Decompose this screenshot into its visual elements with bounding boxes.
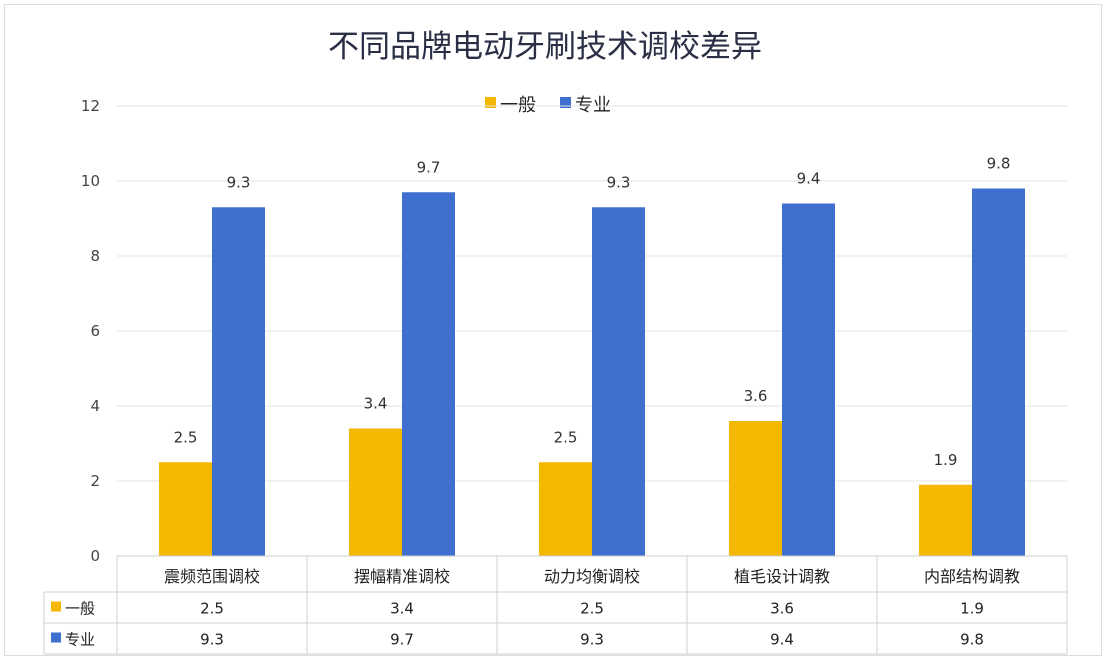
table-cell: 2.5 (580, 600, 604, 618)
chart-title: 不同品牌电动牙刷技术调校差异 (328, 29, 762, 65)
data-label: 2.5 (554, 428, 578, 446)
y-tick-label: 2 (90, 472, 100, 490)
bar-general (919, 484, 972, 556)
category-label: 动力均衡调校 (544, 567, 640, 586)
table-cell: 3.4 (390, 600, 414, 618)
bar-professional (782, 203, 835, 556)
table-series-name: 一般 (65, 600, 95, 618)
y-tick-label: 0 (90, 547, 100, 565)
bar-professional (212, 207, 265, 556)
bar-professional (972, 188, 1025, 556)
data-label: 9.4 (797, 170, 821, 188)
y-axis-ticks: 0 2 4 6 8 10 12 (81, 97, 100, 565)
data-label: 9.3 (607, 173, 631, 191)
bar-general (349, 428, 402, 556)
data-label: 9.7 (417, 158, 441, 176)
bars (159, 188, 1025, 556)
bar-professional (592, 207, 645, 556)
data-label: 9.3 (227, 173, 251, 191)
bar-general (159, 462, 212, 556)
category-label: 植毛设计调教 (734, 567, 830, 586)
table-cell: 3.6 (770, 600, 794, 618)
category-label: 内部结构调教 (924, 567, 1020, 586)
y-tick-label: 8 (90, 247, 100, 265)
category-label: 摆幅精准调校 (354, 567, 450, 586)
table-cell: 9.4 (770, 631, 794, 649)
y-tick-label: 12 (81, 97, 100, 115)
data-label: 3.6 (744, 387, 768, 405)
bar-professional (402, 192, 455, 556)
data-label: 9.8 (987, 155, 1011, 173)
table-cell: 9.3 (580, 631, 604, 649)
data-labels: 2.5 9.3 3.4 9.7 2.5 9.3 3.6 9.4 1.9 9.8 (174, 155, 1011, 469)
data-label: 1.9 (934, 451, 958, 469)
table-cell: 1.9 (960, 600, 984, 618)
table-cell: 9.3 (200, 631, 224, 649)
table-cell: 2.5 (200, 600, 224, 618)
legend-swatch-professional (560, 97, 571, 108)
table-cell: 9.8 (960, 631, 984, 649)
bar-general (539, 462, 592, 556)
table-legend-swatch (51, 601, 61, 612)
bar-general (729, 421, 782, 556)
y-tick-label: 4 (90, 397, 100, 415)
table-legend-swatch (51, 632, 61, 643)
legend-swatch-general (485, 97, 496, 108)
table-cell: 9.7 (390, 631, 414, 649)
data-label: 2.5 (174, 428, 198, 446)
table-series-name: 专业 (65, 631, 95, 649)
y-tick-label: 10 (81, 172, 100, 190)
category-label: 震频范围调校 (164, 567, 260, 586)
data-label: 3.4 (364, 395, 388, 413)
y-tick-label: 6 (90, 322, 100, 340)
